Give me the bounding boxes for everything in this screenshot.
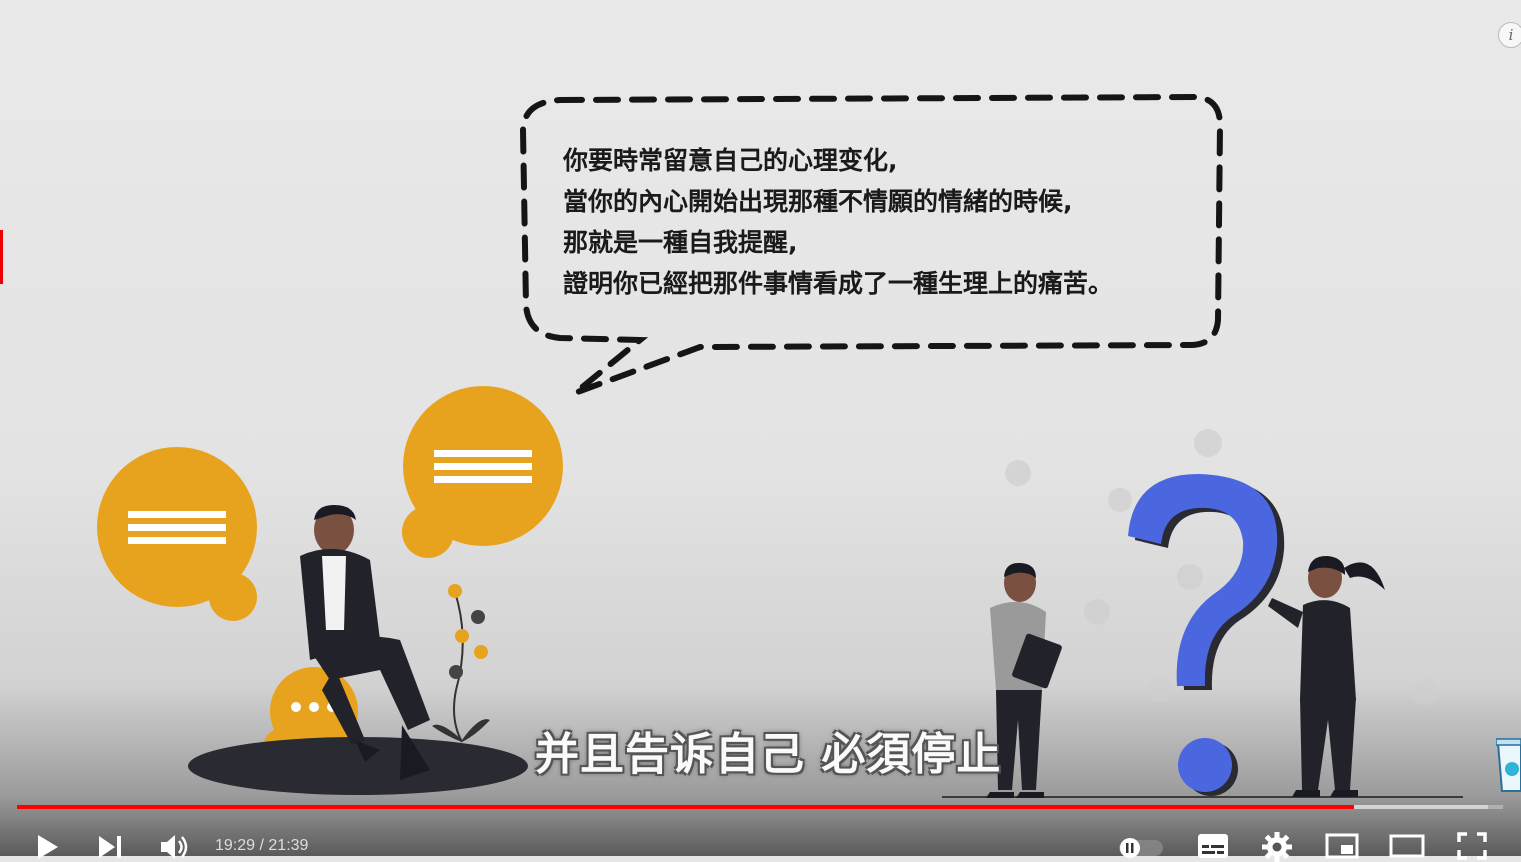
question-mark-icon [1128,474,1285,796]
background-circles [1005,429,1438,705]
progress-played [17,805,1355,809]
speech-bubble-text: 你要時常留意自己的心理变化, 當你的內心開始出現那種不情願的情緒的時候, 那就是… [563,140,1203,304]
speech-line: 證明你已經把那件事情看成了一種生理上的痛苦。 [563,269,1114,298]
speech-line: 當你的內心開始出現那種不情願的情緒的時候, [563,187,1073,216]
fullscreen-icon[interactable] [1457,832,1487,860]
speech-bubble-outline [519,93,1224,396]
miniplayer-icon[interactable] [1325,833,1359,859]
standing-man-figure [986,562,1062,798]
progress-bar[interactable] [17,805,1503,809]
subtitles-icon[interactable] [1197,833,1229,859]
settings-icon[interactable] [1262,832,1292,862]
info-icon[interactable]: i [1498,22,1521,48]
current-time: 19:29 [215,837,256,854]
duration: 21:39 [268,837,309,854]
player-controls: 19:29 / 21:39 [0,820,1521,862]
time-display: 19:29 / 21:39 [215,837,308,855]
play-icon[interactable] [36,834,60,860]
chat-bubble-right-icon [402,386,563,558]
ground-shadow [188,737,528,795]
time-separator: / [255,837,269,854]
cup-icon [1496,738,1521,792]
red-edge-marker [0,230,3,284]
speech-line: 那就是一種自我提醒, [563,228,798,257]
chat-bubble-left-icon [97,447,257,621]
video-subtitle: 并且告诉自己 必須停止 [535,729,1002,780]
plant-decoration [432,584,490,743]
autoplay-toggle-icon[interactable] [1118,837,1166,859]
sitting-man-figure [300,505,430,780]
next-icon[interactable] [98,835,124,859]
theater-icon[interactable] [1389,834,1425,858]
standing-woman-figure [1268,555,1385,797]
speech-line: 你要時常留意自己的心理变化, [563,146,898,175]
volume-icon[interactable] [160,833,190,861]
